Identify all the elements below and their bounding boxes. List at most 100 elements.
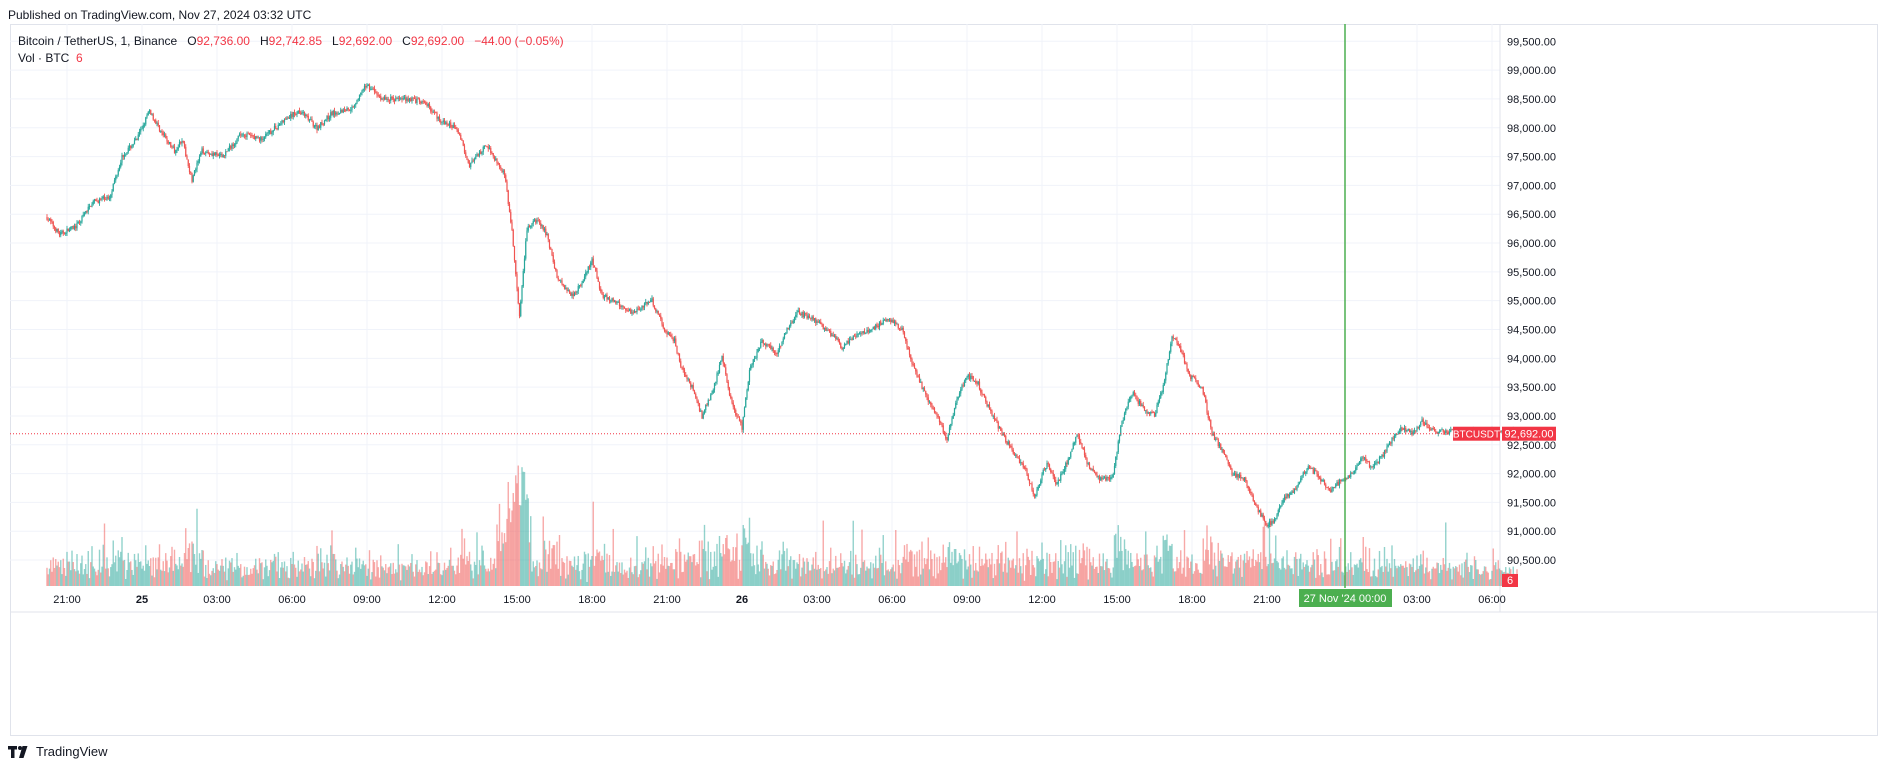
legend-symbol[interactable]: Bitcoin / TetherUS, 1, Binance (18, 34, 178, 48)
candle (1108, 474, 1111, 482)
candle (698, 402, 701, 413)
candle-body (1293, 488, 1296, 493)
candle (1000, 426, 1002, 432)
candle (682, 365, 684, 373)
candle-body (568, 290, 571, 293)
volume-legend-label[interactable]: Vol · BTC (18, 51, 70, 65)
candle-body (338, 112, 341, 114)
candle-body (276, 128, 278, 130)
candle-body (1027, 474, 1029, 480)
candle (1103, 475, 1106, 479)
candle (1143, 406, 1146, 412)
volume-bar (212, 568, 214, 586)
candle (626, 307, 628, 312)
candle-body (513, 245, 516, 261)
candle (907, 345, 909, 350)
candle (1386, 443, 1388, 454)
candle (1220, 443, 1222, 451)
volume-bar (715, 566, 717, 586)
candle (388, 99, 391, 104)
candle-body (172, 146, 174, 148)
candle-body (1310, 468, 1312, 470)
candle-body (237, 135, 239, 139)
candle-body (206, 151, 208, 153)
candle-body (858, 333, 861, 335)
candle-body (181, 141, 183, 144)
candle (797, 307, 799, 313)
volume-bar (1078, 549, 1081, 586)
candle-body (1357, 464, 1359, 466)
candle (586, 270, 588, 276)
volume-bar (615, 565, 617, 586)
candle-body (713, 382, 716, 390)
candle (381, 97, 383, 101)
candle (1245, 476, 1247, 483)
candle (1047, 461, 1049, 467)
candle (846, 340, 848, 345)
candle-body (347, 107, 349, 110)
volume-bar (550, 568, 552, 586)
volume-bar (1083, 550, 1086, 586)
candle (342, 108, 344, 114)
candle-body (112, 183, 114, 192)
candle (543, 226, 546, 233)
volume-bar (1387, 571, 1389, 586)
volume-bar (1435, 568, 1437, 586)
volume-bar (977, 571, 979, 586)
volume-bar (573, 556, 576, 586)
volume-bar (498, 503, 501, 586)
volume-bar (901, 562, 903, 586)
candle (776, 352, 778, 357)
candle (1346, 477, 1348, 480)
candle (188, 163, 191, 175)
chart-pane[interactable] (10, 24, 1878, 736)
candle-body (803, 313, 806, 318)
candle-body (1198, 385, 1201, 388)
candle (1285, 493, 1287, 501)
candle-body (385, 97, 387, 100)
candle-body (1113, 465, 1116, 475)
volume-bar (1177, 568, 1179, 586)
candle-body (1147, 412, 1149, 414)
candle (1433, 427, 1436, 432)
volume-bar (281, 562, 283, 586)
candle-body (1221, 449, 1223, 450)
candle-body (1425, 422, 1427, 425)
footer-brand[interactable]: TradingView (8, 744, 108, 759)
candle (1053, 474, 1056, 483)
candle (480, 149, 482, 155)
volume-bar (248, 574, 251, 586)
candle (530, 225, 532, 230)
candle (942, 422, 944, 434)
volume-bar (1401, 565, 1403, 586)
candle-body (891, 320, 893, 323)
candle-body (351, 106, 353, 110)
candle-body (365, 85, 367, 88)
candle-body (693, 390, 696, 394)
volume-bar (753, 565, 756, 586)
volume-bar (485, 568, 487, 586)
candle (143, 122, 146, 128)
candle (1187, 368, 1189, 375)
candle (1006, 441, 1008, 446)
volume-bar (586, 581, 588, 586)
price-tick-label: 92,500.00 (1507, 440, 1556, 452)
volume-bar (1050, 562, 1052, 586)
volume-bar (1125, 549, 1127, 586)
volume-bar (1046, 552, 1048, 586)
candle-body (290, 113, 292, 119)
time-tick-label: 26 (736, 594, 748, 606)
volume-bar (1161, 573, 1163, 586)
volume-bar (1407, 576, 1409, 586)
candle (57, 228, 59, 234)
candle (1055, 476, 1057, 487)
candle-body (1435, 431, 1437, 433)
volume-bar (926, 558, 928, 586)
candle-body (371, 88, 373, 90)
candle-body (820, 321, 822, 324)
candle (176, 146, 178, 153)
candle-body (747, 381, 749, 391)
candle (405, 94, 407, 104)
volume-bar (581, 569, 583, 586)
